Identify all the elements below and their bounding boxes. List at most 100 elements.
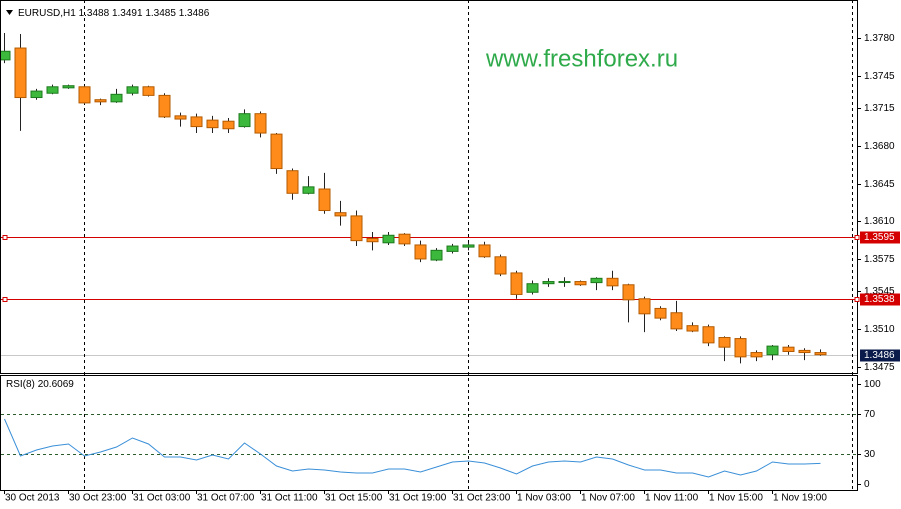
x-tick-label: 1 Nov 15:00 bbox=[709, 493, 763, 504]
candle-body-up bbox=[558, 281, 571, 284]
candle-body-down bbox=[206, 119, 219, 129]
x-tick-label: 31 Oct 23:00 bbox=[453, 493, 511, 504]
candle-body-down bbox=[782, 346, 795, 352]
last-price-label: 1.3486 bbox=[864, 350, 895, 361]
main-panel-frame bbox=[0, 0, 858, 374]
candle-body-down bbox=[94, 99, 107, 103]
horizontal-line-anchor bbox=[854, 297, 860, 302]
candle-body-down bbox=[414, 244, 427, 260]
candle-body-up bbox=[542, 281, 555, 285]
candle-body-down bbox=[318, 188, 331, 212]
indicator-y-tick-label: 70 bbox=[864, 409, 876, 420]
y-tick-label: 1.3780 bbox=[864, 33, 895, 44]
candle-body-down bbox=[78, 86, 91, 104]
candle-body-up bbox=[110, 93, 123, 103]
x-tick-label: 1 Nov 11:00 bbox=[645, 493, 699, 504]
candle-body-down bbox=[334, 212, 347, 217]
candle-body-up bbox=[238, 113, 251, 128]
candle-body-down bbox=[478, 244, 491, 258]
x-tick-label: 31 Oct 11:00 bbox=[261, 493, 318, 504]
y-tick-label: 1.3745 bbox=[864, 71, 895, 82]
candle-body-down bbox=[734, 338, 747, 358]
x-tick-label: 31 Oct 15:00 bbox=[325, 493, 383, 504]
price-badge bbox=[860, 293, 900, 306]
candle-body-down bbox=[142, 86, 155, 96]
last-close: 1.3486 bbox=[179, 8, 210, 19]
y-tick-label: 1.3715 bbox=[864, 103, 895, 114]
candle-body-down bbox=[798, 349, 811, 354]
candle-body-down bbox=[398, 233, 411, 245]
candle-body-down bbox=[686, 325, 699, 332]
candle-body-down bbox=[606, 277, 619, 287]
candle-body-up bbox=[462, 244, 475, 248]
indicator-header: RSI(8) 20.6069 bbox=[6, 379, 74, 390]
candle-body-up bbox=[0, 50, 11, 61]
price-badge-label: 1.3538 bbox=[864, 294, 895, 305]
candle-body-up bbox=[302, 186, 315, 194]
candle-body-down bbox=[702, 326, 715, 344]
candle-body-down bbox=[574, 281, 587, 286]
candle-body-down bbox=[254, 113, 267, 134]
y-tick-label: 1.3545 bbox=[864, 286, 895, 297]
price-badge-label: 1.3595 bbox=[864, 232, 895, 243]
horizontal-line-anchor bbox=[2, 297, 8, 302]
candle-body-up bbox=[766, 345, 779, 356]
x-tick-label: 1 Nov 03:00 bbox=[517, 493, 571, 504]
last-high: 1.3491 bbox=[112, 8, 143, 19]
x-tick-label: 31 Oct 03:00 bbox=[133, 493, 191, 504]
horizontal-line-anchor bbox=[2, 235, 8, 240]
x-tick-label: 30 Oct 2013 bbox=[5, 493, 60, 504]
candle-body-down bbox=[718, 336, 731, 348]
menu-arrow[interactable] bbox=[6, 10, 13, 15]
indicator-name: RSI(8) bbox=[6, 379, 35, 390]
last-low: 1.3485 bbox=[145, 8, 176, 19]
y-tick-label: 1.3575 bbox=[864, 254, 895, 265]
candle-body-down bbox=[158, 94, 171, 118]
candle-body-down bbox=[670, 312, 683, 330]
candle-body-down bbox=[494, 256, 507, 275]
indicator-panel-frame bbox=[0, 375, 858, 491]
y-tick-label: 1.3510 bbox=[864, 324, 895, 335]
indicator-y-tick-label: 30 bbox=[864, 449, 876, 460]
candle-body-up bbox=[590, 277, 603, 284]
x-tick-label: 31 Oct 07:00 bbox=[197, 493, 255, 504]
last-price-badge bbox=[860, 349, 900, 362]
y-tick-label: 1.3645 bbox=[864, 179, 895, 190]
indicator-y-tick-label: 0 bbox=[864, 479, 870, 490]
candle-body-down bbox=[286, 170, 299, 194]
candle-body-up bbox=[30, 90, 43, 99]
candle-body-down bbox=[638, 298, 651, 315]
candle-body-up bbox=[526, 283, 539, 293]
x-tick-label: 31 Oct 19:00 bbox=[389, 493, 447, 504]
candle-body-up bbox=[62, 85, 75, 89]
candle-body-up bbox=[430, 249, 443, 261]
candle-body-down bbox=[190, 116, 203, 128]
candle-body-down bbox=[814, 352, 827, 356]
x-tick-label: 30 Oct 23:00 bbox=[69, 493, 127, 504]
candle-body-down bbox=[622, 284, 635, 301]
candle-body-down bbox=[510, 272, 523, 295]
chart-header: EURUSD,H1 1.3488 1.3491 1.3485 1.3486 bbox=[18, 8, 210, 19]
price-badge bbox=[860, 231, 900, 244]
y-tick-label: 1.3680 bbox=[864, 141, 895, 152]
candle-body-down bbox=[366, 237, 379, 243]
watermark: www.freshforex.ru bbox=[485, 45, 678, 72]
x-tick-label: 1 Nov 07:00 bbox=[581, 493, 635, 504]
candle-body-down bbox=[14, 47, 27, 99]
indicator-y-tick-label: 100 bbox=[864, 379, 881, 390]
candle-body-down bbox=[174, 115, 187, 120]
candle-body-down bbox=[350, 215, 363, 242]
candle-body-down bbox=[654, 307, 667, 319]
indicator-last: 20.6069 bbox=[38, 379, 75, 390]
candle-body-up bbox=[46, 86, 59, 94]
candle-body-up bbox=[126, 86, 139, 94]
y-tick-label: 1.3475 bbox=[864, 362, 895, 373]
candle-body-up bbox=[382, 234, 395, 244]
candle-body-down bbox=[222, 120, 235, 130]
horizontal-line-anchor bbox=[854, 235, 860, 240]
candle-body-down bbox=[270, 133, 283, 170]
x-tick-label: 1 Nov 19:00 bbox=[773, 493, 827, 504]
candle-body-down bbox=[750, 352, 763, 358]
